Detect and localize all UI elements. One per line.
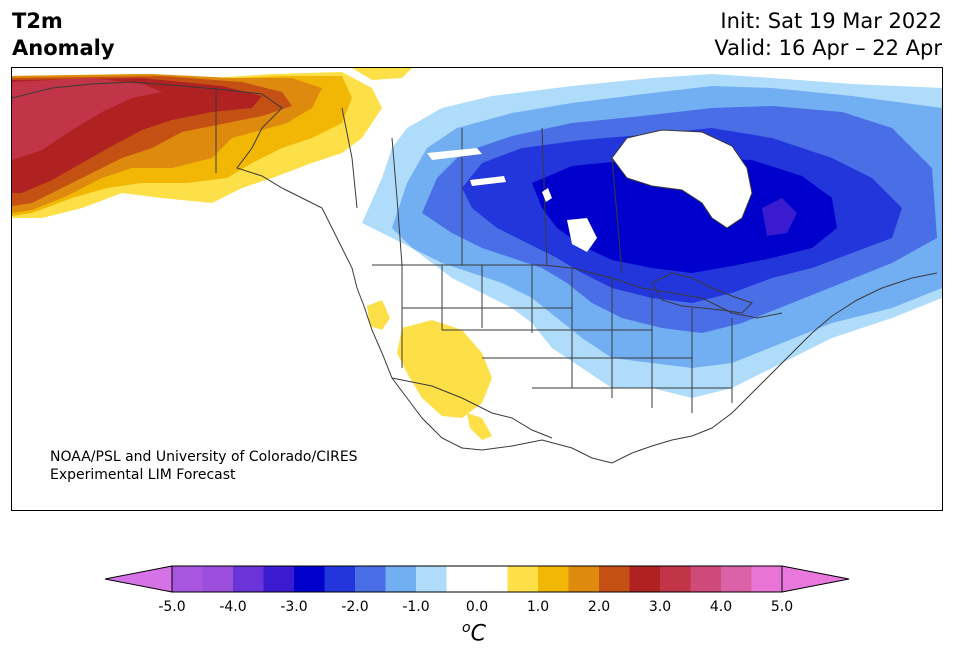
colorbar-tick-label: 4.0 <box>709 599 733 615</box>
lake-3 <box>567 218 597 252</box>
alaska-warm-6 <box>12 78 162 160</box>
colorbar-bin <box>538 566 569 592</box>
colorbar-bin <box>629 566 661 592</box>
colorbar-tick-label: 1.0 <box>526 599 550 615</box>
unit-degree: o <box>462 620 471 636</box>
credit-line-2: Experimental LIM Forecast <box>50 467 236 483</box>
forecast-dates: Init: Sat 19 Mar 2022 Valid: 16 Apr – 22… <box>714 8 942 62</box>
colorbar-extend-high <box>781 565 850 593</box>
colorbar-tick-label: -4.0 <box>219 599 247 615</box>
hudson-bay <box>612 130 752 228</box>
southwest-warm <box>397 320 492 418</box>
unit-celsius: C <box>470 621 486 647</box>
lake-4 <box>542 188 552 202</box>
colorbar-bin <box>599 566 630 592</box>
colorbar-bin <box>263 566 295 592</box>
mexico-warm <box>467 413 492 440</box>
title-line-1: T2m <box>12 9 63 33</box>
colorbar-bin <box>385 566 417 592</box>
colorbar-tick-label: 3.0 <box>648 599 672 615</box>
title-line-2: Anomaly <box>12 36 115 60</box>
init-date: Init: Sat 19 Mar 2022 <box>720 9 942 33</box>
colorbar-bin <box>202 566 234 592</box>
map-panel: NOAA/PSL and University of Colorado/CIRE… <box>11 67 943 511</box>
north-america-coastline <box>12 81 938 464</box>
colorbar-bin <box>477 566 508 592</box>
hudson-bay-coast <box>611 129 753 229</box>
colorbar-bin <box>751 566 783 592</box>
colorbar-bin <box>172 566 203 592</box>
colorbar-bin <box>721 566 752 592</box>
colorbar-tick-label: -3.0 <box>280 599 308 615</box>
credit-text: NOAA/PSL and University of Colorado/CIRE… <box>50 448 358 484</box>
colorbar-bin <box>355 566 386 592</box>
lake-2 <box>470 176 506 186</box>
great-lakes <box>651 272 753 314</box>
colorbar-tick-label: 2.0 <box>587 599 611 615</box>
colorbar-bin <box>690 566 722 592</box>
colorbar-bin <box>416 566 447 592</box>
colorbar-bin <box>233 566 264 592</box>
mexico-border <box>391 377 553 439</box>
cold-5 <box>532 158 837 273</box>
valid-date: Valid: 16 Apr – 22 Apr <box>714 36 942 60</box>
colorbar-extend-low <box>104 565 173 593</box>
colorbar-tick-label: 5.0 <box>770 599 794 615</box>
colorbar <box>104 565 850 593</box>
colorbar-bin <box>660 566 691 592</box>
cold-6 <box>762 198 797 236</box>
colorbar-bin <box>324 566 356 592</box>
colorbar-tick-label: 0.0 <box>465 599 489 615</box>
colorbar-tick-label: -2.0 <box>341 599 369 615</box>
colorbar-bin <box>294 566 325 592</box>
colorbar-bin <box>568 566 600 592</box>
colorbar-outline <box>171 565 783 593</box>
map-title: T2m Anomaly <box>12 8 115 62</box>
boundaries <box>12 81 938 464</box>
canada-province-lines <box>341 107 623 274</box>
colorbar-bin <box>507 566 539 592</box>
unit-label: oC <box>462 620 486 646</box>
credit-line-1: NOAA/PSL and University of Colorado/CIRE… <box>50 449 358 465</box>
colorbar-tick-label: -1.0 <box>402 599 430 615</box>
arctic-warm-patch <box>352 68 412 80</box>
us-state-lines <box>401 265 733 413</box>
california-warm <box>367 300 390 330</box>
lake-1 <box>427 148 482 160</box>
colorbar-tick-label: -5.0 <box>158 599 186 615</box>
colorbar-bin <box>446 566 478 592</box>
anomaly-map <box>12 68 942 464</box>
